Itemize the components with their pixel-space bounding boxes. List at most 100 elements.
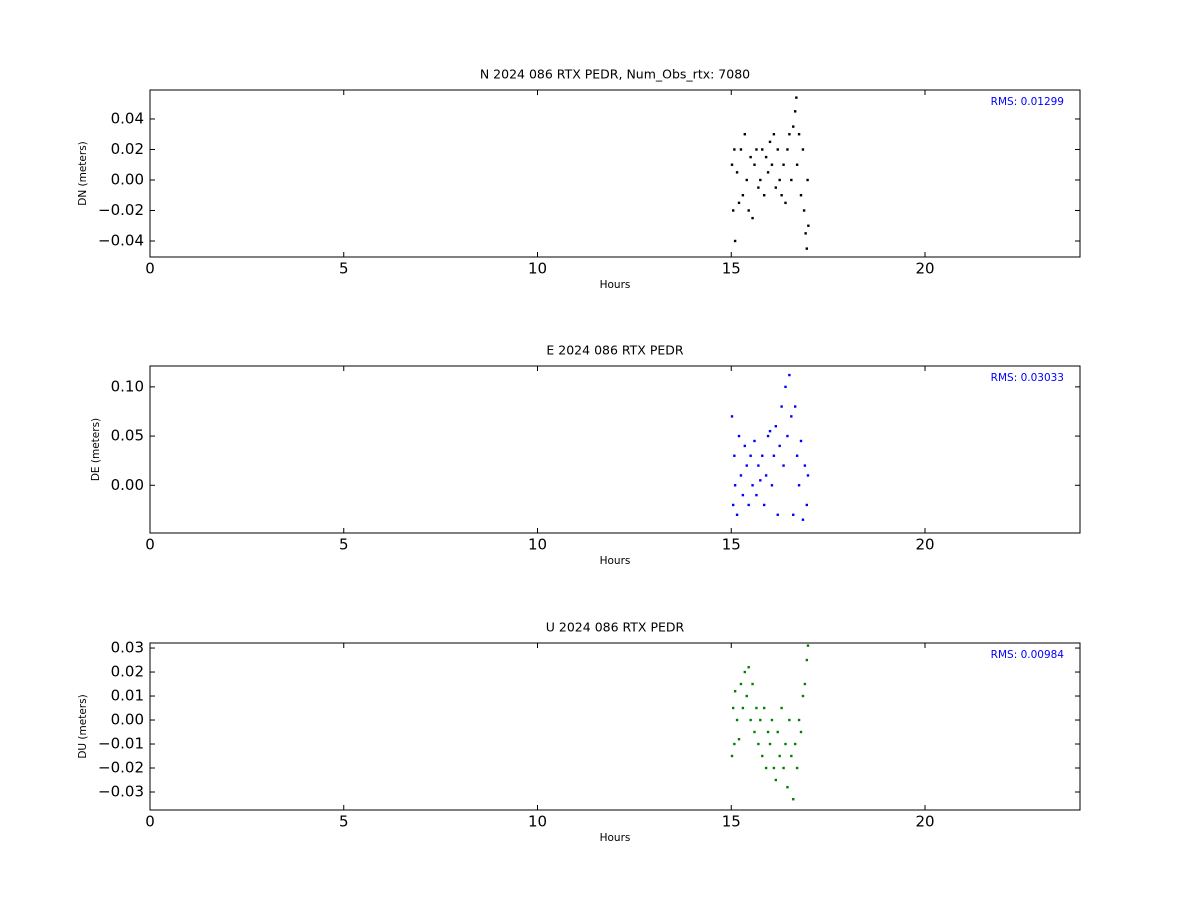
point [735,718,739,722]
point [780,405,783,408]
point [788,373,791,377]
point [766,730,770,734]
point [782,464,785,467]
point [770,718,774,722]
point [784,201,787,205]
point [757,186,760,189]
point [795,454,799,457]
point [799,439,803,443]
y-tick-label: 0.00 [111,711,144,729]
point [768,140,772,144]
x-tick-label: 20 [915,536,934,554]
point [733,239,737,243]
point [759,178,762,182]
rms-annotation: RMS: 0.00984 [991,649,1065,661]
point [801,694,805,698]
x-tick-label: 15 [722,813,741,831]
point [737,434,741,438]
y-tick-label: 0.02 [111,663,144,681]
point [766,434,770,438]
point [747,666,750,669]
point [735,171,739,174]
y-tick-label: 0.00 [111,170,144,188]
point [776,730,779,734]
point [730,163,734,166]
point [792,798,795,801]
panel-title: U 2024 086 RTX PEDR [546,620,685,635]
point [801,518,805,521]
x-tick-label: 10 [528,536,547,554]
x-tick-label: 5 [339,536,349,554]
y-tick-label: 0.05 [111,427,144,445]
x-tick-label: 20 [915,813,934,831]
point [774,778,778,782]
y-tick-label: 0.04 [111,109,144,127]
point [739,474,743,477]
point [790,178,793,182]
point [766,171,770,174]
point [762,503,766,507]
point [790,415,793,418]
point [753,439,756,443]
rms-annotation: RMS: 0.01299 [991,96,1064,108]
point [780,194,783,197]
x-axis-label: Hours [600,832,631,844]
point [751,484,754,487]
axes-frame [149,89,1081,258]
point [741,706,745,710]
x-tick-label: 15 [722,260,741,278]
point [759,479,762,482]
y-tick-label: −0.02 [98,201,144,219]
point [805,658,809,662]
point [755,493,758,497]
point [743,444,747,448]
point [795,163,799,166]
x-tick-label: 0 [145,536,155,554]
y-tick-label: −0.01 [98,735,144,753]
point [784,385,787,389]
point [772,454,776,457]
point [730,754,734,758]
point [802,209,806,212]
point [797,484,801,487]
point [764,155,768,159]
point [755,148,758,151]
point [761,454,764,457]
point [739,148,743,151]
point [806,178,809,182]
x-tick-label: 10 [528,813,547,831]
point [772,766,776,770]
point [762,706,766,710]
point [780,706,783,710]
point [792,125,795,128]
point [733,690,737,693]
x-tick-label: 10 [528,260,547,278]
y-axis-label: DN (meters) [77,141,89,206]
point [786,786,789,789]
point [737,738,741,741]
point [801,148,805,151]
point [753,730,756,734]
y-tick-label: −0.03 [98,783,144,801]
point [743,133,747,136]
point [806,474,810,477]
point [755,706,758,710]
panel-title: N 2024 086 RTX PEDR, Num_Obs_rtx: 7080 [480,67,750,82]
point [807,224,810,227]
rms-annotation: RMS: 0.03033 [991,372,1064,384]
point [778,754,781,758]
point [733,148,736,151]
point [747,503,750,507]
point [731,706,735,710]
point [799,730,803,734]
point [757,742,760,746]
x-tick-label: 20 [915,260,934,278]
point [751,216,754,220]
point [795,766,799,770]
point [776,148,779,151]
point [737,201,741,205]
x-tick-label: 5 [339,813,349,831]
point [799,194,803,197]
point [778,444,781,448]
point [749,454,752,457]
